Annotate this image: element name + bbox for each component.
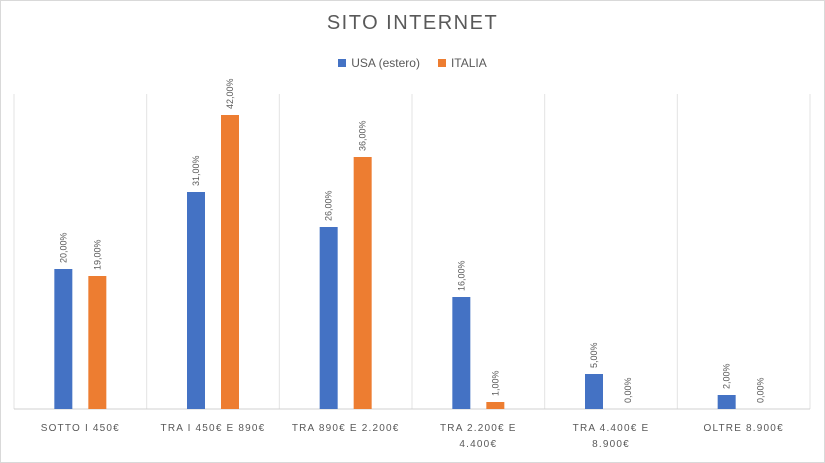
bar-italia xyxy=(486,402,505,409)
bar-italia xyxy=(88,276,107,409)
bar-italia xyxy=(353,157,372,409)
data-label-italia: 1,00% xyxy=(490,370,500,396)
legend-swatch-italia xyxy=(437,59,446,67)
bar-usa xyxy=(187,192,205,409)
x-tick-label: TRA 890€ E 2.200€ xyxy=(292,423,400,434)
data-label-usa: 5,00% xyxy=(589,342,599,368)
data-label-usa: 2,00% xyxy=(722,363,732,389)
bar-usa xyxy=(717,395,736,409)
legend: USA (estero) ITALIA xyxy=(0,56,825,70)
x-tick-label: OLTRE 8.900€ xyxy=(703,423,783,434)
bar-usa xyxy=(452,297,471,409)
data-label-italia: 0,00% xyxy=(756,377,766,403)
x-tick-label: 8.900€ xyxy=(592,439,630,450)
chart-title: SITO INTERNET xyxy=(326,12,499,34)
bar-usa xyxy=(585,374,603,409)
data-label-usa: 16,00% xyxy=(456,260,466,291)
legend-item-usa: USA (estero) xyxy=(338,56,420,70)
x-tick-label: TRA 2.200€ E xyxy=(440,423,517,434)
x-tick-label: 4.400€ xyxy=(459,439,497,450)
x-tick-label: TRA I 450€ E 890€ xyxy=(161,423,266,434)
bar-usa xyxy=(319,227,338,409)
data-label-italia: 19,00% xyxy=(92,239,102,270)
x-tick-label: TRA 4.400€ E xyxy=(573,423,650,434)
data-label-usa: 31,00% xyxy=(191,155,201,186)
x-tick-label: SOTTO I 450€ xyxy=(41,423,120,434)
legend-item-italia: ITALIA xyxy=(437,56,487,70)
legend-label-usa: USA (estero) xyxy=(351,56,420,70)
data-label-italia: 36,00% xyxy=(358,120,368,151)
data-label-usa: 26,00% xyxy=(324,190,334,221)
data-label-italia: 42,00% xyxy=(225,78,235,109)
bar-italia xyxy=(221,115,239,409)
legend-label-italia: ITALIA xyxy=(450,56,487,70)
bar-usa xyxy=(54,269,73,409)
legend-swatch-usa xyxy=(338,59,347,67)
data-label-usa: 20,00% xyxy=(58,232,68,263)
data-label-italia: 0,00% xyxy=(623,377,633,403)
